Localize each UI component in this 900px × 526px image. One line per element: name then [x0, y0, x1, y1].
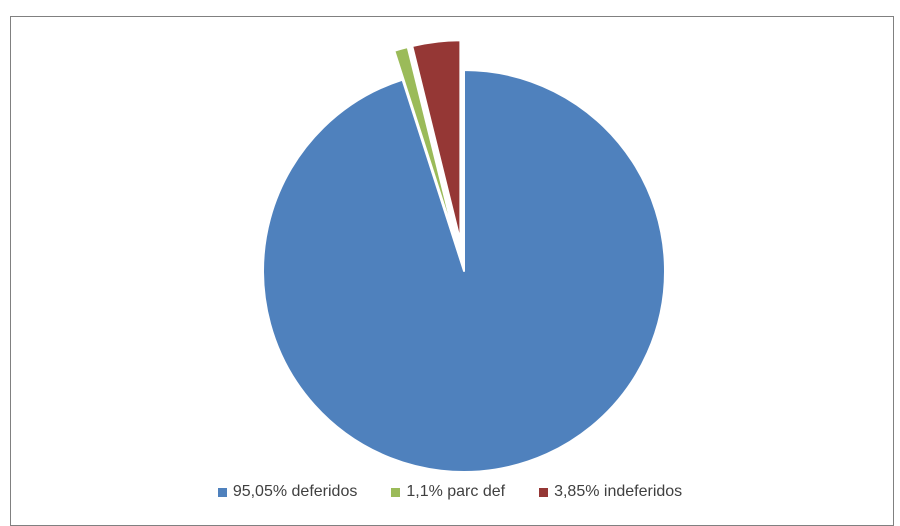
- legend-item-indeferidos: 3,85% indeferidos: [539, 483, 682, 501]
- legend-item-parc-def: 1,1% parc def: [391, 483, 505, 501]
- legend: 95,05% deferidos 1,1% parc def 3,85% ind…: [0, 483, 900, 501]
- legend-item-deferidos: 95,05% deferidos: [217, 483, 358, 501]
- legend-label-parc-def: 1,1% parc def: [406, 483, 506, 500]
- slice-deferidos: [262, 69, 666, 473]
- legend-swatch-parc-def: [391, 487, 401, 497]
- legend-label-indeferidos: 3,85% indeferidos: [554, 483, 683, 500]
- slice-indeferidos: [411, 39, 462, 243]
- slice-parc-def: [393, 45, 457, 244]
- legend-swatch-deferidos: [217, 487, 227, 497]
- legend-swatch-indeferidos: [539, 487, 549, 497]
- legend-label-deferidos: 95,05% deferidos: [232, 483, 358, 500]
- pie-slices: [262, 39, 666, 473]
